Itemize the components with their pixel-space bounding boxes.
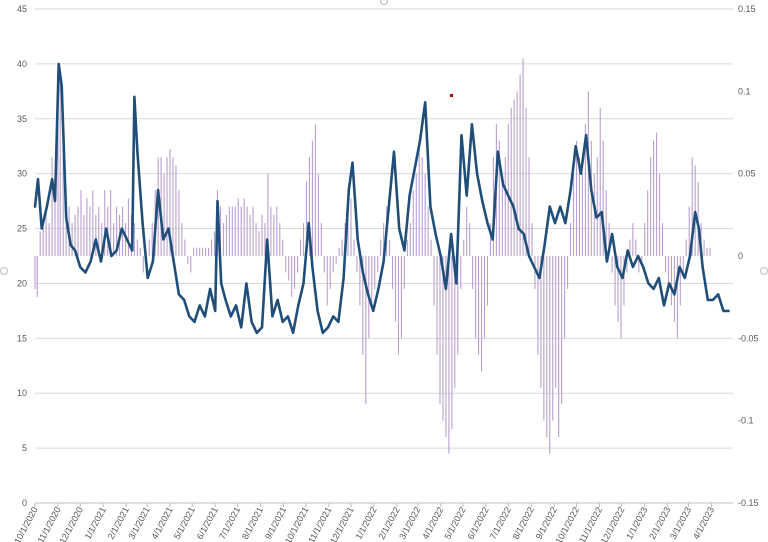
red-marker <box>450 94 453 97</box>
right-tick-label: -0.15 <box>738 498 759 508</box>
right-tick-label: -0.05 <box>738 333 759 343</box>
x-tick-label: 8/1/2021 <box>240 505 265 541</box>
x-tick-label: 5/1/2022 <box>442 505 467 541</box>
x-tick-label: 10/1/2020 <box>12 505 40 542</box>
left-tick-label: 0 <box>22 498 27 508</box>
x-tick-label: 8/1/2022 <box>511 505 536 541</box>
resize-handle[interactable] <box>380 0 388 5</box>
x-tick-label: 4/1/2023 <box>691 505 716 541</box>
right-y-axis: -0.15 -0.1 -0.05 0 0.05 0.1 0.15 <box>738 4 759 508</box>
x-tick-label: 7/1/2021 <box>217 505 242 541</box>
left-tick-label: 15 <box>17 333 27 343</box>
left-tick-label: 20 <box>17 278 27 288</box>
left-y-axis: 0 5 10 15 20 25 30 35 40 45 <box>17 4 27 508</box>
line-series-path <box>33 62 730 335</box>
resize-handle[interactable] <box>0 267 8 275</box>
line-series <box>33 62 730 335</box>
left-tick-label: 25 <box>17 224 27 234</box>
right-tick-label: 0.05 <box>738 169 756 179</box>
x-axis: 10/1/202011/1/202012/1/20201/1/20212/1/2… <box>12 502 733 542</box>
left-tick-label: 30 <box>17 169 27 179</box>
x-tick-label: 1/1/2021 <box>83 505 108 541</box>
x-tick-label: 1/1/2022 <box>353 505 378 541</box>
chart-extras <box>0 0 768 275</box>
resize-handle[interactable] <box>760 267 768 275</box>
right-tick-label: 0 <box>738 251 743 261</box>
x-tick-label: 1/1/2023 <box>624 505 649 541</box>
bar-series <box>34 58 711 454</box>
left-tick-label: 5 <box>22 443 27 453</box>
x-tick-label: 5/1/2021 <box>172 505 197 541</box>
right-tick-label: -0.1 <box>738 416 754 426</box>
left-tick-label: 45 <box>17 4 27 14</box>
x-tick-label: 7/1/2022 <box>488 505 513 541</box>
left-tick-label: 10 <box>17 388 27 398</box>
left-tick-label: 35 <box>17 114 27 124</box>
right-tick-label: 0.1 <box>738 86 751 96</box>
left-tick-label: 40 <box>17 59 27 69</box>
right-tick-label: 0.15 <box>738 4 756 14</box>
